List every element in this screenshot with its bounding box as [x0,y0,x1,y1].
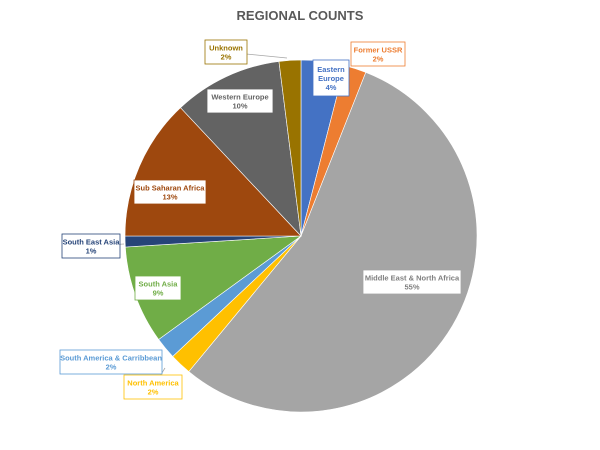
callout-box [123,374,183,400]
callout-box [134,275,182,301]
data-label-category: South America & Carribbean [60,354,162,363]
pie-slice-middle-east-and-north-africa [188,71,478,413]
callout-box [204,39,248,65]
data-label-value: 55% [404,283,419,292]
callout-box [350,41,406,67]
data-label-category: Unknown [209,44,243,53]
data-label-value: 2% [148,388,159,397]
data-label-category: Former USSR [354,46,403,55]
data-label-value: 9% [153,289,164,298]
callout-box [206,88,274,114]
chart-title: REGIONAL COUNTS [237,8,364,23]
data-label-category: Europe [318,74,344,83]
data-label-category: South East Asia [63,238,121,247]
callout-box [61,233,121,259]
data-label-category: South Asia [139,280,179,289]
data-label-value: 2% [221,53,232,62]
data-label-value: 1% [86,247,97,256]
data-label-value: 2% [106,363,117,372]
data-label-value: 10% [232,102,247,111]
data-label-value: 13% [162,193,177,202]
callout-box [362,269,462,295]
data-label-category: Western Europe [211,93,268,102]
data-label-category: Eastern [317,65,345,74]
callout-box [312,59,350,97]
pie-slice-unknown [278,59,302,237]
data-label-category: Sub Saharan Africa [136,184,206,193]
data-label-category: North America [127,379,179,388]
data-label-value: 4% [326,83,337,92]
data-label-value: 2% [373,55,384,64]
data-label-category: Middle East & North Africa [365,274,460,283]
callout-box [133,179,207,205]
callout-box [59,349,163,375]
